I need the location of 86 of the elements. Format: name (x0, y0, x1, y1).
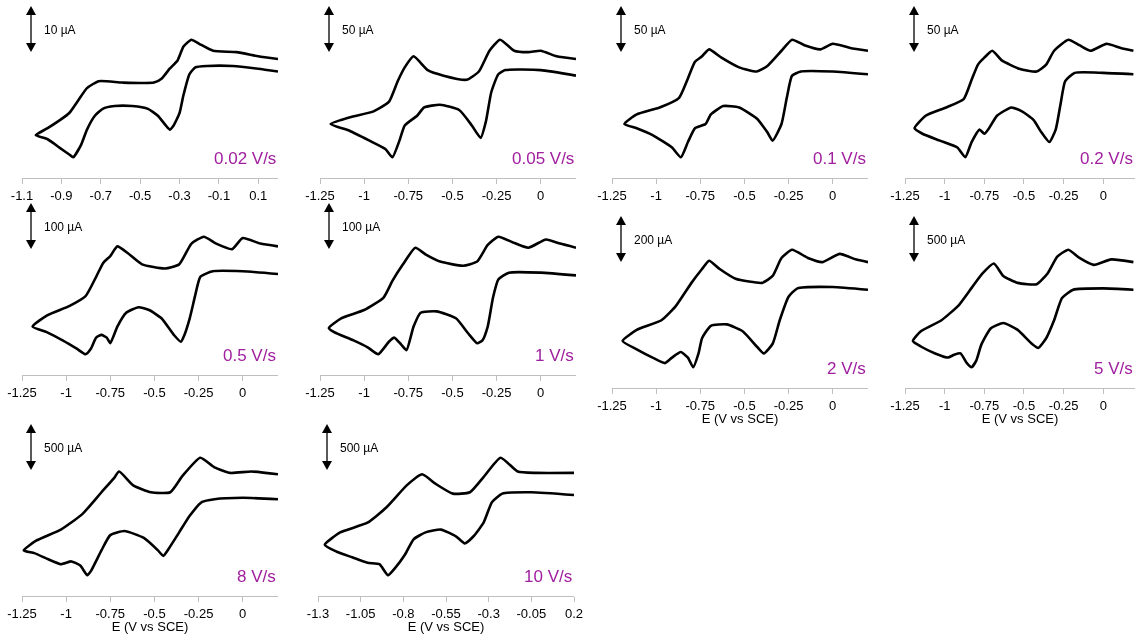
x-tick-label: -0.75 (95, 605, 126, 621)
annotation: 8 V/s (237, 567, 276, 586)
x-axis-title: E (V vs SCE) (701, 411, 779, 426)
x-tick-label: -0.5 (1012, 187, 1036, 203)
x-tick-label: -1.25 (7, 605, 37, 621)
x-tick-label: -0.5 (128, 187, 152, 203)
annotation: 0.5 V/s (223, 346, 276, 365)
x-tick-label: 0.2 (564, 605, 584, 621)
x-tick-label: 0 (829, 187, 837, 203)
text: 500 µA (44, 441, 83, 455)
x-tick-label: -1 (650, 187, 662, 203)
text: 10 µA (44, 23, 76, 37)
x-tick-label: -0.25 (183, 384, 214, 400)
x-tick-label: -0.75 (969, 187, 1000, 203)
x-tick-label: -1.25 (890, 397, 920, 413)
x-tick-label: -1.25 (890, 187, 920, 203)
annotation: 5 V/s (1094, 359, 1133, 378)
x-tick-label: -0.3 (168, 187, 191, 203)
x-tick-label: -1 (938, 187, 951, 203)
text: 500 µA (927, 233, 966, 247)
x-tick-label: -0.75 (685, 397, 716, 413)
x-tick-label: -1 (60, 605, 72, 621)
x-tick-label: 0 (239, 605, 247, 621)
x-axis-title: E (V vs SCE) (111, 619, 189, 634)
x-tick-label: -1 (60, 384, 72, 400)
text: 50 µA (342, 23, 374, 37)
x-tick-label: -0.5 (143, 384, 166, 400)
x-tick-label: -0.5 (733, 187, 756, 203)
x-tick-label: -0.5 (441, 384, 464, 400)
x-tick-label: -0.75 (393, 187, 424, 203)
x-tick-label: -1.25 (597, 397, 627, 413)
text: 200 µA (634, 233, 673, 247)
x-tick-label: -0.25 (183, 605, 214, 621)
x-tick-label: -0.25 (773, 187, 804, 203)
x-axis-title: E (V vs SCE) (407, 619, 485, 634)
x-tick-label: 0 (1099, 397, 1107, 413)
x-tick-label: -0.1 (207, 187, 231, 203)
x-tick-label: -0.9 (50, 187, 73, 203)
x-tick-label: -0.75 (969, 397, 1000, 413)
annotation: 0.1 V/s (813, 149, 866, 168)
annotation: 0.2 V/s (1080, 149, 1133, 168)
x-tick-label: -0.5 (1012, 397, 1036, 413)
x-tick-label: -0.55 (431, 605, 461, 621)
x-tick-label: -1.3 (306, 605, 330, 621)
x-tick-label: -0.5 (733, 397, 756, 413)
x-tick-label: -0.5 (441, 187, 464, 203)
x-tick-label: -0.7 (89, 187, 112, 203)
x-tick-label: -0.3 (477, 605, 500, 621)
x-tick-label: 0 (829, 397, 837, 413)
x-tick-label: -1.25 (305, 187, 335, 203)
x-tick-label: 0.1 (249, 187, 268, 203)
x-tick-label: -0.25 (1048, 397, 1079, 413)
annotation: 0.02 V/s (214, 149, 277, 168)
x-tick-label: -1 (650, 397, 662, 413)
x-tick-label: -0.75 (393, 384, 424, 400)
x-tick-label: -0.75 (685, 187, 716, 203)
text: 100 µA (44, 220, 83, 234)
x-tick-label: 0 (537, 187, 545, 203)
annotation: 0.05 V/s (512, 149, 575, 168)
x-tick-label: -1.1 (10, 187, 34, 203)
x-tick-label: 0 (239, 384, 247, 400)
x-tick-label: -0.05 (516, 605, 547, 621)
text: 50 µA (927, 23, 959, 37)
x-tick-label: -1.25 (597, 187, 627, 203)
annotation: 2 V/s (827, 359, 866, 378)
text: 100 µA (342, 220, 381, 234)
text: 500 µA (340, 441, 379, 455)
x-tick-label: -1.25 (7, 384, 37, 400)
x-tick-label: -1 (358, 187, 370, 203)
x-tick-label: -1.25 (305, 384, 335, 400)
x-tick-label: -0.5 (143, 605, 166, 621)
x-tick-label: -1 (938, 397, 951, 413)
x-tick-label: 0 (537, 384, 545, 400)
x-tick-label: 0 (1099, 187, 1107, 203)
x-tick-label: -1.05 (345, 605, 376, 621)
annotation: 10 V/s (524, 567, 573, 586)
x-tick-label: -1 (358, 384, 370, 400)
x-tick-label: -0.25 (481, 187, 512, 203)
x-tick-label: -0.25 (773, 397, 804, 413)
text: 50 µA (634, 23, 666, 37)
x-tick-label: -0.8 (392, 605, 415, 621)
annotation: 1 V/s (535, 346, 574, 365)
x-tick-label: -0.25 (481, 384, 512, 400)
x-axis-title: E (V vs SCE) (981, 411, 1059, 426)
x-tick-label: -0.25 (1048, 187, 1079, 203)
x-tick-label: -0.75 (95, 384, 126, 400)
